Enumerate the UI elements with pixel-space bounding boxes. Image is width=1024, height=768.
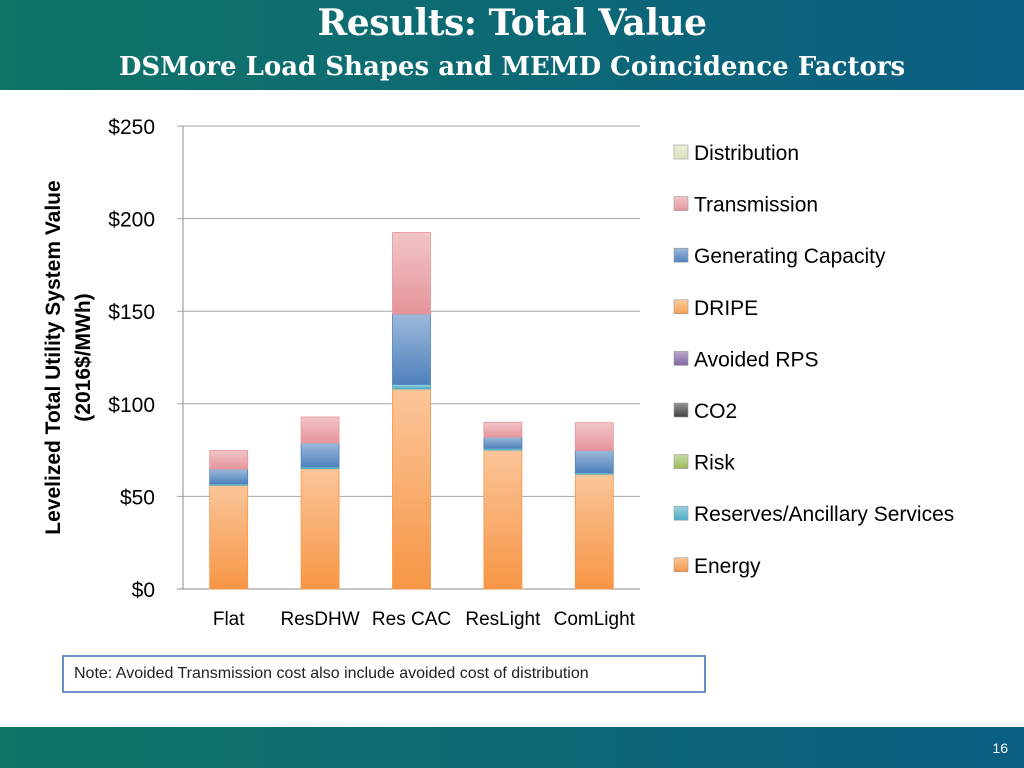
legend-label: DRIPE: [694, 297, 758, 320]
slide-subtitle: DSMore Load Shapes and MEMD Coincidence …: [118, 52, 906, 82]
legend-swatch: [673, 351, 689, 366]
y-axis-label-line: Levelized Total Utility System Value: [42, 180, 65, 534]
bar-segment-transmission: [209, 450, 249, 470]
legend-swatch: [673, 402, 689, 418]
legend-swatch: [673, 557, 689, 573]
legend-label: Distribution: [694, 142, 799, 165]
slide-header: Results: Total Value DSMore Load Shapes …: [0, 0, 1024, 90]
slide-footer: 16: [0, 727, 1024, 768]
bar-segment-energy: [574, 473, 614, 590]
bar-segment-generating-capacity: [483, 436, 523, 449]
bar-segment-transmission: [483, 421, 523, 438]
bar-segment-generating-capacity: [209, 468, 249, 485]
legend-swatch: [673, 247, 689, 263]
y-axis-label: Levelized Total Utility System Value (201…: [42, 180, 95, 534]
bar-segment-reserves-ancillary-services: [392, 383, 431, 390]
legend-swatch: [673, 299, 689, 315]
legend-label: Avoided RPS: [694, 348, 819, 371]
y-tick-label: $200: [108, 209, 155, 232]
x-tick-label: ResLight: [465, 609, 541, 630]
bar-segment-transmission: [300, 416, 340, 444]
y-axis-label-line: (2016$/MWh): [72, 293, 95, 421]
y-tick-label: $0: [132, 579, 155, 602]
note-box: Note: Avoided Transmission cost also inc…: [62, 655, 706, 693]
y-tick-label: $50: [120, 486, 155, 509]
bar-segment-energy: [483, 449, 523, 590]
y-tick-label: $100: [108, 394, 155, 417]
bar-segment-generating-capacity: [574, 450, 614, 474]
legend-swatch: [673, 454, 689, 469]
y-tick-label: $250: [108, 116, 155, 139]
bar-segment-transmission: [574, 422, 614, 451]
bar-segment-generating-capacity: [392, 313, 431, 385]
legend: Distribution Transmission Generating Capac…: [673, 142, 954, 578]
bar-segment-energy: [392, 388, 431, 590]
x-tick-labels: Flat ResDHW Res CAC ResLight ComLight: [213, 609, 636, 630]
legend-label: Energy: [694, 555, 761, 578]
slide-title: Results: Total Value: [317, 2, 707, 44]
legend-swatch: [673, 144, 689, 160]
x-tick-label: ResDHW: [281, 609, 360, 630]
bar-segment-energy: [300, 468, 340, 590]
x-tick-label: Res CAC: [372, 609, 451, 630]
y-tick-labels: $0 $50 $100 $150 $200 $250: [108, 116, 155, 602]
legend-label: Generating Capacity: [694, 245, 886, 268]
x-tick-label: Flat: [213, 609, 245, 630]
bar-segment-energy: [209, 484, 249, 590]
bar-segment-transmission: [392, 232, 431, 315]
bars: [209, 232, 614, 590]
legend-swatch: [673, 505, 689, 521]
legend-label: CO2: [694, 400, 737, 423]
legend-label: Transmission: [694, 194, 818, 217]
page-number: 16: [992, 740, 1008, 756]
legend-label: Risk: [694, 452, 735, 475]
x-tick-label: ComLight: [554, 609, 636, 630]
bar-segment-generating-capacity: [300, 442, 340, 468]
legend-swatch: [673, 196, 689, 211]
y-tick-label: $150: [108, 301, 155, 324]
legend-label: Reserves/Ancillary Services: [694, 503, 954, 526]
stacked-bar-chart: Levelized Total Utility System Value (201…: [42, 116, 954, 630]
